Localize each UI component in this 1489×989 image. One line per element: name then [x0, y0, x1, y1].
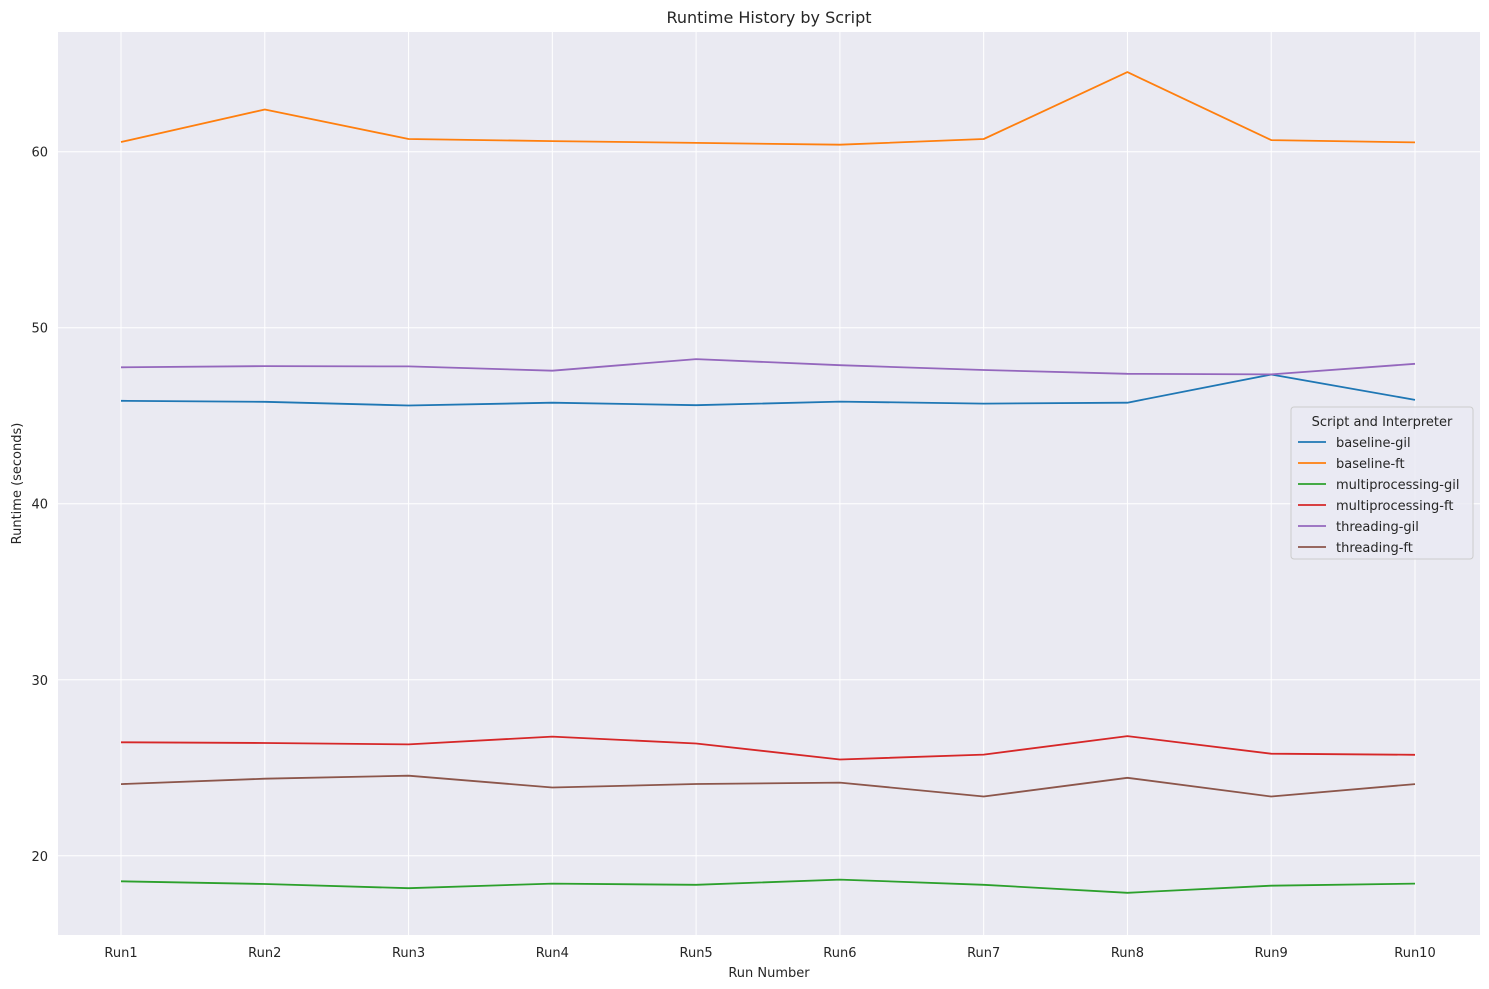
- x-tick-label: Run2: [248, 946, 281, 961]
- y-axis-label: Runtime (seconds): [10, 423, 25, 545]
- legend-entry: multiprocessing-ft: [1336, 499, 1453, 514]
- x-tick-label: Run1: [104, 946, 137, 961]
- legend-entry: baseline-gil: [1336, 436, 1411, 451]
- series-line-multiprocessing-ft: [120, 735, 1416, 761]
- legend-items: baseline-gil baseline-ft multiprocessing-g…: [1298, 436, 1459, 556]
- x-tick-label: Run8: [1111, 946, 1144, 961]
- series-lines: [120, 71, 1416, 894]
- legend-entry: threading-gil: [1336, 520, 1419, 535]
- x-tick-label: Run9: [1255, 946, 1288, 961]
- legend-title: Script and Interpreter: [1312, 415, 1453, 430]
- legend: Script and Interpreter baseline-gilbasel…: [1290, 406, 1474, 560]
- legend-entry: baseline-ft: [1336, 457, 1405, 472]
- x-tick-label: Run4: [536, 946, 569, 961]
- x-tick-label: Run6: [823, 946, 856, 961]
- y-tick-label: 30: [31, 674, 48, 689]
- y-tick-label: 50: [31, 322, 48, 337]
- series-line-threading-gil: [120, 358, 1416, 376]
- legend-entry: multiprocessing-gil: [1336, 478, 1459, 493]
- x-tick-label: Run3: [392, 946, 425, 961]
- y-tick-labels: 20 30 40 50 60: [31, 146, 48, 865]
- legend-entry: threading-ft: [1336, 541, 1413, 556]
- plot-area: [58, 32, 1480, 935]
- series-line-multiprocessing-gil: [120, 878, 1416, 894]
- x-tick-label: Run10: [1394, 946, 1435, 961]
- y-tick-label: 20: [31, 850, 48, 865]
- series-line-threading-ft: [120, 774, 1416, 798]
- y-tick-label: 60: [31, 146, 48, 161]
- x-tick-label: Run7: [967, 946, 1000, 961]
- x-axis-label: Run Number: [728, 966, 810, 981]
- chart-title: Runtime History by Script: [666, 8, 871, 27]
- y-tick-label: 40: [31, 498, 48, 513]
- x-tick-labels: Run1 Run2 Run3 Run4 Run5 Run6 Run7 Run8 Run9 Run1…: [104, 946, 1435, 961]
- legend-box: [1290, 406, 1474, 560]
- series-line-baseline-gil: [120, 373, 1416, 407]
- series-line-baseline-ft: [120, 71, 1416, 146]
- x-tick-label: Run5: [680, 946, 713, 961]
